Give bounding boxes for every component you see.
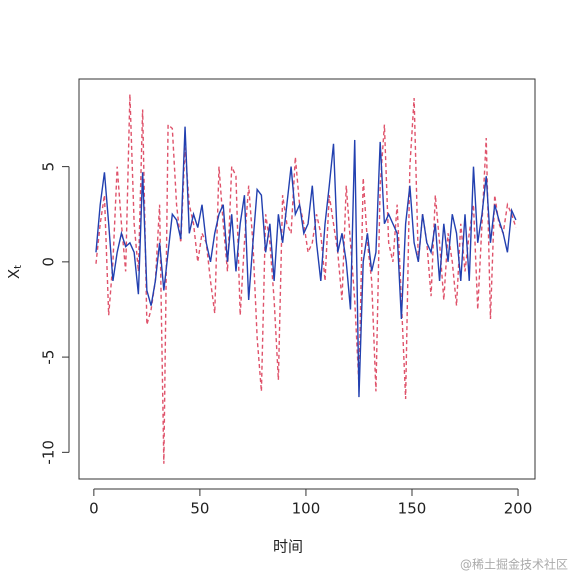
y-tick-label: -10: [40, 440, 58, 465]
y-axis-label-subscript: t: [13, 265, 24, 269]
plot-box: [78, 78, 536, 480]
y-axis-label-group: Xt: [5, 265, 25, 279]
y-tick-label: -5: [40, 350, 58, 365]
y-tick-label: 5: [40, 162, 58, 172]
y-axis-label-main: X: [5, 269, 23, 279]
x-tick-label: 100: [292, 500, 321, 518]
watermark: @稀土掘金技术社区: [460, 557, 568, 572]
x-tick-label: 50: [190, 500, 209, 518]
y-axis-label: Xt: [5, 265, 25, 279]
y-tick-label: 0: [40, 257, 58, 267]
x-tick-label: 200: [504, 500, 533, 518]
x-tick-label: 0: [89, 500, 99, 518]
series-line: [95, 94, 517, 464]
series-line: [95, 126, 517, 398]
x-axis-label: 时间: [273, 538, 303, 556]
x-tick-label: 150: [398, 500, 427, 518]
